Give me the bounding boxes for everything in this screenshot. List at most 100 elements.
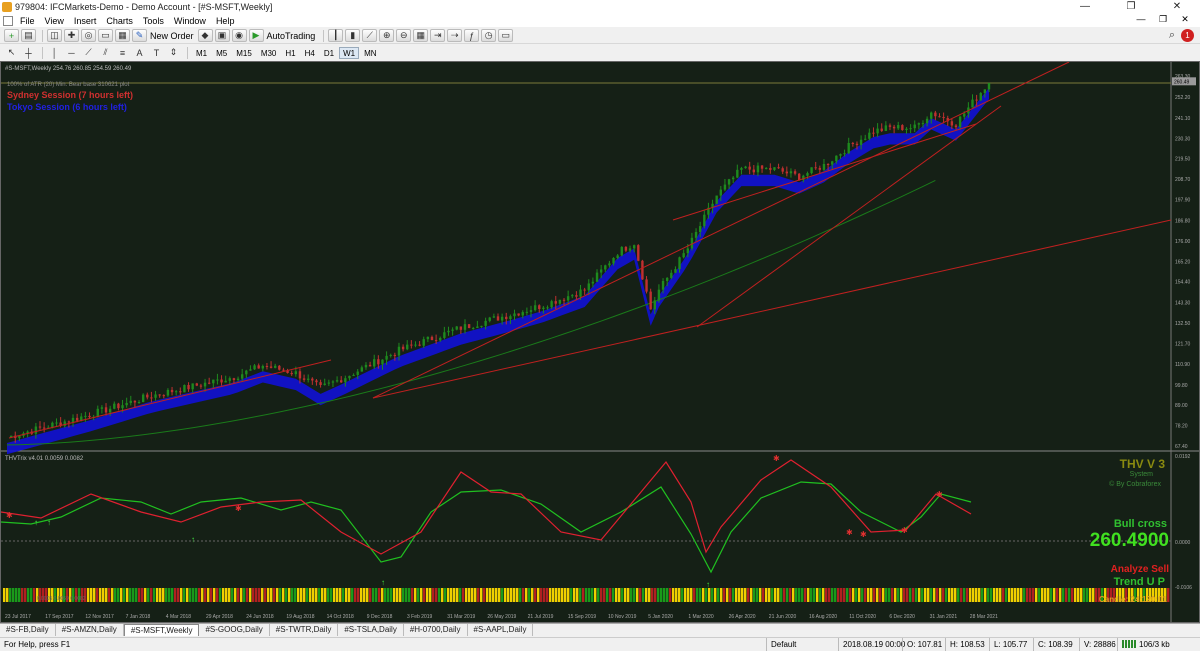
- market-watch-icon[interactable]: ◫: [47, 29, 62, 42]
- mdi-close-button[interactable]: ✕: [1181, 14, 1189, 24]
- minimize-button[interactable]: —: [1080, 1, 1090, 12]
- candle-body: [674, 269, 677, 273]
- timeframe-m1[interactable]: M1: [196, 48, 208, 58]
- candle-body: [575, 295, 578, 297]
- timeframe-mn[interactable]: MN: [364, 48, 377, 58]
- auto-scroll-icon[interactable]: ⇢: [447, 29, 463, 42]
- trendline-icon[interactable]: ⟋: [85, 47, 92, 57]
- restore-button[interactable]: ❐: [1126, 1, 1136, 12]
- signals-icon[interactable]: ◉: [231, 29, 247, 42]
- menu-insert[interactable]: Insert: [73, 15, 97, 26]
- cursor-icon[interactable]: ↖: [7, 47, 16, 57]
- arrows-icon[interactable]: ⇕: [169, 47, 178, 57]
- price-chart[interactable]: ↑ ↑ ↑ ↑ ↑ ✱ ✱ ✱ ✱ ✱ ✱ ✱ 23 Jul 2017 17 Sep 2017 12 No…: [0, 61, 1199, 622]
- chart-window[interactable]: ↑ ↑ ↑ ↑ ↑ ✱ ✱ ✱ ✱ ✱ ✱ ✱ 23 Jul 2017 17 Sep 2017 12 No…: [0, 61, 1200, 623]
- timeframe-h4[interactable]: H4: [304, 48, 315, 58]
- market-icon[interactable]: ▣: [214, 29, 230, 42]
- menu-help[interactable]: Help: [215, 15, 235, 26]
- histogram-bar: [417, 588, 420, 602]
- periods-icon[interactable]: ◷: [481, 29, 497, 42]
- menu-charts[interactable]: Charts: [106, 15, 133, 26]
- text-icon[interactable]: A: [136, 47, 143, 58]
- candle-body: [212, 379, 215, 384]
- tab-amzn[interactable]: #S-AMZN,Daily: [56, 624, 124, 636]
- histogram-bar: [630, 588, 633, 602]
- histogram-bar: [882, 588, 885, 602]
- candle-body: [550, 301, 553, 308]
- candle-body: [377, 359, 380, 365]
- histogram-bar: [153, 588, 156, 602]
- mdi-restore-button[interactable]: ❐: [1158, 14, 1168, 24]
- tab-fb[interactable]: #S-FB,Daily: [0, 624, 56, 636]
- search-icon[interactable]: ⌕: [1168, 29, 1175, 41]
- candle-body: [657, 289, 661, 301]
- histogram-bar: [357, 588, 360, 602]
- menu-tools[interactable]: Tools: [142, 15, 164, 26]
- connection-kb: 106/3 kb: [1139, 639, 1170, 649]
- candle-body: [307, 378, 310, 380]
- notification-badge[interactable]: 1: [1181, 29, 1194, 42]
- label-icon[interactable]: T: [153, 47, 160, 58]
- zoom-out-icon[interactable]: ⊖: [396, 29, 412, 42]
- tab-twtr[interactable]: #S-TWTR,Daily: [270, 624, 339, 636]
- new-chart-icon[interactable]: +: [4, 29, 19, 42]
- timeframe-d1[interactable]: D1: [323, 48, 335, 58]
- chart-tabs: #S-FB,Daily #S-AMZN,Daily #S-MSFT,Weekly…: [0, 623, 1200, 636]
- metaeditor-icon[interactable]: ◆: [197, 29, 213, 42]
- indicators-icon[interactable]: ƒ: [464, 29, 480, 42]
- histogram-bar: [126, 588, 129, 602]
- tab-msft[interactable]: #S-MSFT,Weekly: [123, 624, 200, 636]
- timeframe-m5[interactable]: M5: [216, 48, 228, 58]
- autotrading-button[interactable]: AutoTrading: [266, 30, 316, 41]
- status-profile[interactable]: Default: [766, 637, 838, 651]
- timeframe-m15[interactable]: M15: [236, 48, 252, 58]
- histogram-bar: [213, 588, 216, 602]
- candle-body: [26, 431, 29, 434]
- histogram-bar: [984, 588, 987, 602]
- histogram-bar: [1110, 588, 1113, 602]
- autotrading-icon[interactable]: ▶: [248, 29, 264, 42]
- histogram-bar: [498, 588, 501, 602]
- fibonacci-icon[interactable]: ≡: [119, 47, 126, 58]
- time-axis-label: 3 Feb 2019: [407, 614, 433, 620]
- vertical-line-icon[interactable]: │: [51, 47, 58, 58]
- menu-view[interactable]: View: [44, 15, 64, 26]
- tab-0700[interactable]: #H-0700,Daily: [404, 624, 468, 636]
- templates-icon[interactable]: ▭: [498, 29, 514, 42]
- data-window-icon[interactable]: ✚: [64, 29, 79, 42]
- tab-tsla[interactable]: #S-TSLA,Daily: [338, 624, 404, 636]
- timeframe-w1[interactable]: W1: [339, 46, 360, 59]
- histogram-bar: [471, 588, 474, 602]
- navigator-icon[interactable]: ◎: [81, 29, 96, 42]
- candle-body: [554, 301, 557, 304]
- close-button[interactable]: ✕: [1172, 1, 1182, 12]
- tile-windows-icon[interactable]: ▦: [413, 29, 429, 42]
- crosshair-icon[interactable]: ┼: [25, 47, 32, 58]
- tab-goog[interactable]: #S-GOOG,Daily: [199, 624, 270, 636]
- chart-shift-icon[interactable]: ⇥: [430, 29, 446, 42]
- tab-aapl[interactable]: #S-AAPL,Daily: [468, 624, 534, 636]
- strategy-tester-icon[interactable]: ▦: [115, 29, 130, 42]
- histogram-bar: [900, 588, 903, 602]
- bar-chart-icon[interactable]: ┃: [328, 29, 344, 42]
- timeframe-m30[interactable]: M30: [260, 48, 277, 58]
- candlestick-icon[interactable]: ▮: [345, 29, 361, 42]
- menu-window[interactable]: Window: [173, 15, 206, 26]
- new-order-button[interactable]: New Order: [150, 30, 194, 41]
- channel-icon[interactable]: ⫽: [103, 47, 108, 57]
- connection-status[interactable]: 106/3 kb: [1117, 637, 1197, 651]
- terminal-icon[interactable]: ▭: [98, 29, 113, 42]
- line-chart-icon[interactable]: ⟋: [362, 29, 378, 42]
- menu-file[interactable]: File: [20, 15, 35, 26]
- profiles-icon[interactable]: ▤: [21, 29, 36, 42]
- new-order-icon[interactable]: ✎: [132, 29, 147, 42]
- timeframe-h1[interactable]: H1: [285, 48, 296, 58]
- document-icon[interactable]: [3, 15, 13, 26]
- zoom-in-icon[interactable]: ⊕: [379, 29, 395, 42]
- histogram-bar: [591, 588, 594, 602]
- candle-body: [884, 125, 888, 131]
- histogram-bar: [861, 588, 864, 602]
- mdi-minimize-button[interactable]: —: [1136, 14, 1146, 24]
- candle-body: [698, 226, 702, 232]
- horizontal-line-icon[interactable]: ─: [68, 47, 75, 58]
